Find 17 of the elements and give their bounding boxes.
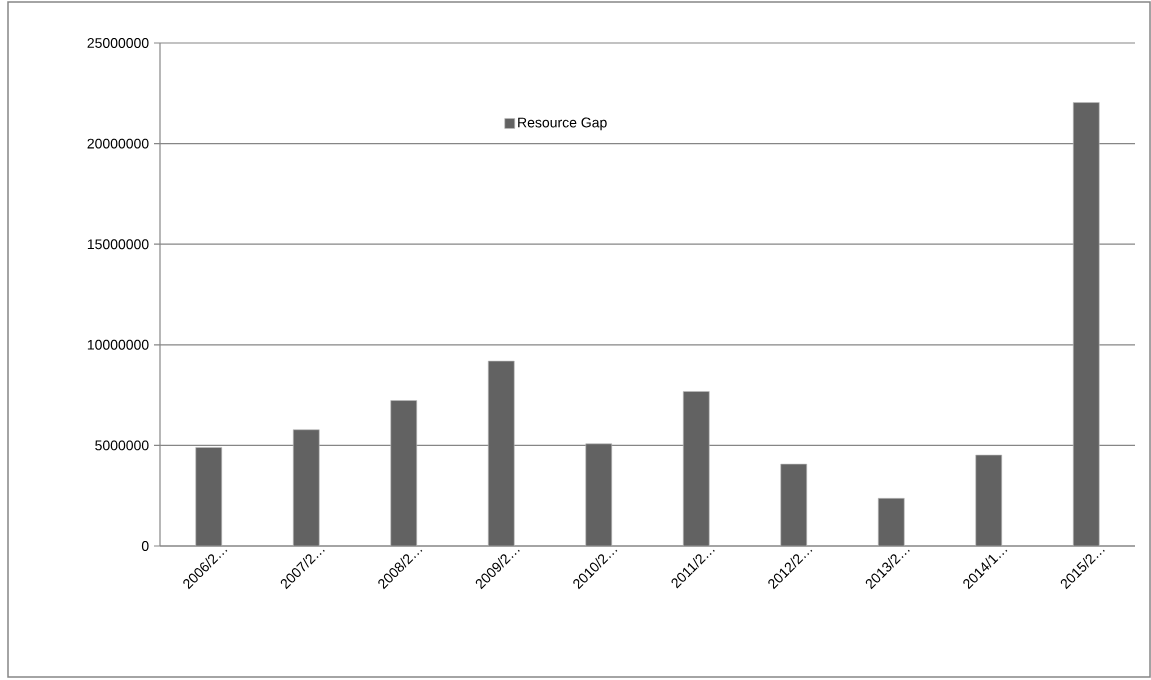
y-tick-label: 10000000 xyxy=(87,339,149,350)
bar xyxy=(682,391,710,546)
bar xyxy=(780,463,808,546)
bar xyxy=(390,400,418,546)
y-tick-label: 20000000 xyxy=(87,138,149,149)
bar xyxy=(585,443,613,546)
y-tick-label: 15000000 xyxy=(87,239,149,250)
bar xyxy=(877,498,905,546)
bar xyxy=(292,429,320,546)
bar xyxy=(195,447,223,546)
legend-label: Resource Gap xyxy=(518,117,607,131)
y-tick-label: 0 xyxy=(141,541,149,551)
bar xyxy=(1072,102,1100,546)
y-tick-label: 5000000 xyxy=(95,440,149,451)
bar xyxy=(487,360,515,546)
bar xyxy=(975,454,1003,546)
y-tick-label: 25000000 xyxy=(87,38,149,48)
